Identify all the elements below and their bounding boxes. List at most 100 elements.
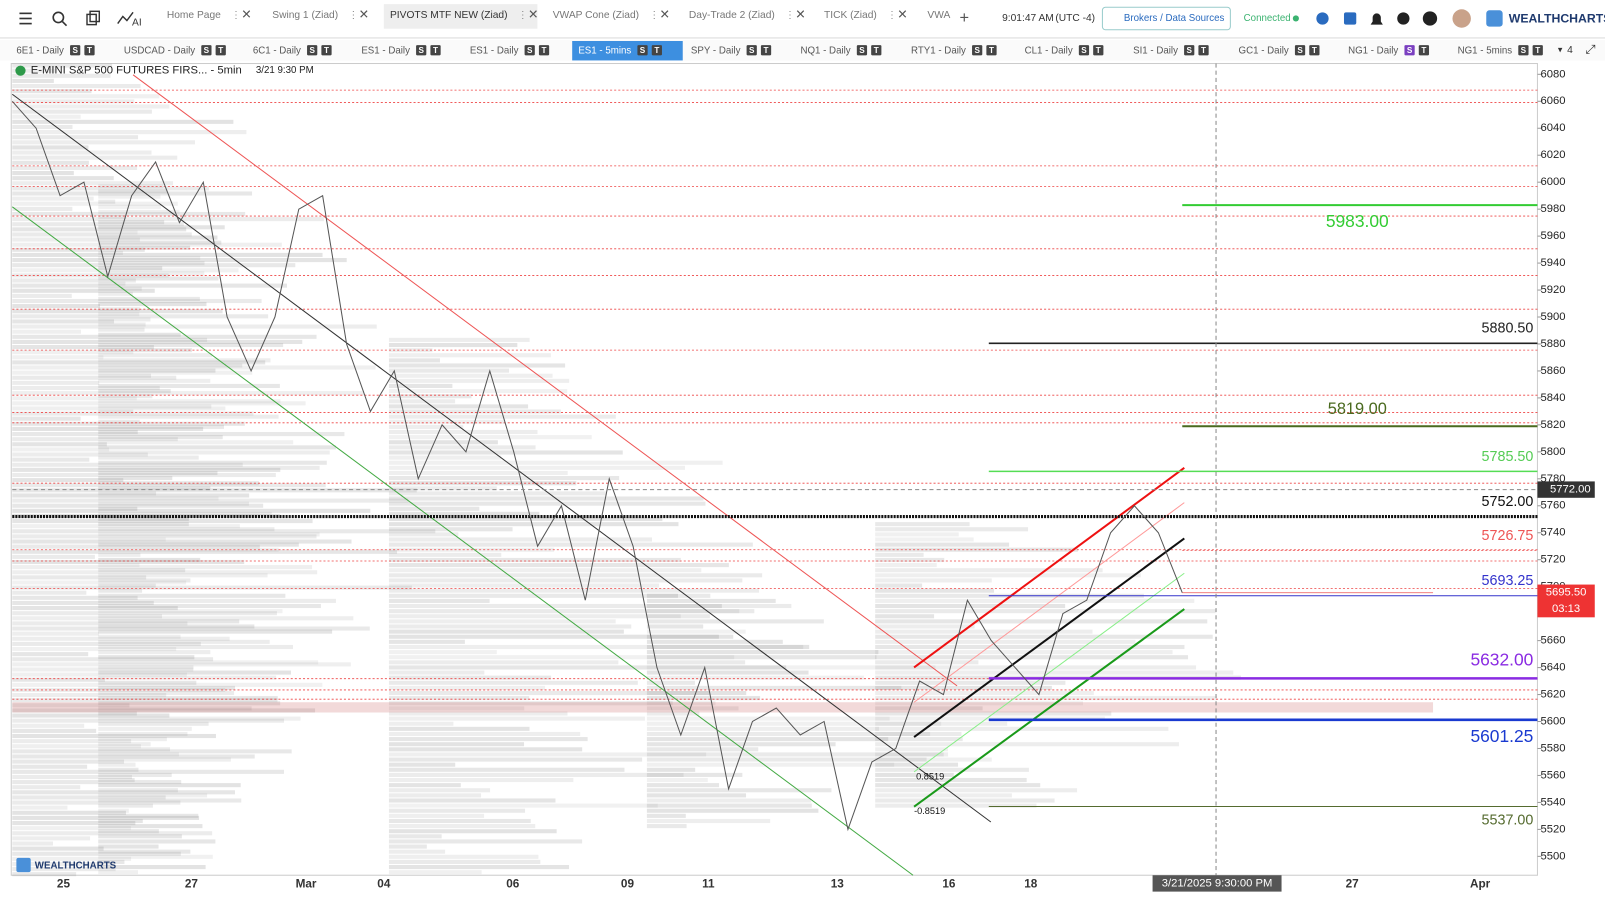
profile-bar (388, 701, 673, 706)
symbol-tab[interactable]: GC1 - Daily (1239, 45, 1289, 56)
tab-close[interactable]: ✕ (241, 8, 251, 22)
tab-menu[interactable]: ⋮ (348, 10, 358, 21)
save-icon[interactable] (1343, 12, 1357, 25)
users-icon[interactable] (1316, 12, 1329, 25)
badge[interactable]: S (1521, 46, 1527, 55)
profile-bar (646, 716, 890, 721)
symbol-tab[interactable]: SPY - Daily (691, 45, 741, 56)
tab[interactable]: Day-Trade 2 (Ziad) (689, 10, 775, 21)
symbol-tab[interactable]: ES1 - 5mins (578, 45, 631, 56)
avatar[interactable] (1452, 9, 1471, 28)
badge[interactable]: T (654, 46, 659, 55)
profile-bar (12, 611, 277, 616)
profile-bar (98, 696, 278, 701)
profile-bar (388, 726, 530, 731)
tab[interactable]: Swing 1 (Ziad) (272, 10, 338, 21)
crosshair-price: 5772.00 (1550, 484, 1591, 496)
symbol-tab[interactable]: USDCAD - Daily (124, 45, 195, 56)
tab[interactable]: TICK (Ziad) (824, 10, 877, 21)
tab[interactable]: VWA (927, 10, 950, 21)
tab-menu[interactable]: ⋮ (785, 10, 795, 21)
tab-close[interactable]: ✕ (359, 8, 369, 22)
badge[interactable]: S (204, 46, 210, 55)
badge[interactable]: T (218, 46, 223, 55)
badge[interactable]: S (749, 46, 755, 55)
profile-bar (388, 450, 623, 455)
badge[interactable]: S (640, 46, 646, 55)
badge[interactable]: T (764, 46, 769, 55)
symbol-tab[interactable]: SI1 - Daily (1133, 45, 1178, 56)
badge[interactable]: T (324, 46, 329, 55)
badge[interactable]: T (989, 46, 994, 55)
profile-bar (98, 542, 299, 547)
more-count[interactable]: 4 (1567, 45, 1573, 56)
badge[interactable]: S (974, 46, 980, 55)
badge[interactable]: T (433, 46, 438, 55)
help-icon[interactable] (1422, 11, 1438, 26)
tab[interactable]: PIVOTS MTF NEW (Ziad) (390, 10, 508, 21)
badge[interactable]: S (309, 46, 315, 55)
badge[interactable]: T (1535, 46, 1540, 55)
badge[interactable]: T (1096, 46, 1101, 55)
badge[interactable]: T (1312, 46, 1317, 55)
brokers-button[interactable] (1101, 6, 1231, 31)
badge[interactable]: T (542, 46, 547, 55)
tab-menu[interactable]: ⋮ (649, 10, 659, 21)
profile-bar (875, 522, 970, 527)
add-tab[interactable]: + (959, 9, 969, 27)
profile-bar (388, 578, 743, 583)
settings-icon[interactable] (1397, 12, 1410, 25)
symbol-tab[interactable]: 6E1 - Daily (16, 45, 64, 56)
tab-close[interactable]: ✕ (795, 8, 805, 22)
profile-bar (12, 78, 54, 83)
tab[interactable]: Home Page (167, 10, 221, 21)
tab-close[interactable]: ✕ (660, 8, 670, 22)
more-arrow[interactable]: ▾ (1558, 45, 1563, 55)
badge[interactable]: S (72, 46, 78, 55)
symbol-tab[interactable]: RTY1 - Daily (911, 45, 966, 56)
badge[interactable]: S (527, 46, 533, 55)
badge[interactable]: T (87, 46, 92, 55)
symbol-tab[interactable]: ES1 - Daily (470, 45, 519, 56)
tab-close[interactable]: ✕ (897, 8, 907, 22)
profile-bar (388, 824, 536, 829)
symbol-tab[interactable]: NQ1 - Daily (800, 45, 850, 56)
badge[interactable]: T (1201, 46, 1206, 55)
timezone: (UTC -4) (1055, 13, 1095, 24)
profile-bar (388, 603, 792, 609)
badge[interactable]: S (1081, 46, 1087, 55)
badge[interactable]: S (1297, 46, 1303, 55)
badge[interactable]: S (1407, 46, 1413, 55)
symbol-tab[interactable]: ES1 - Daily (361, 45, 410, 56)
badge[interactable]: S (418, 46, 424, 55)
profile-bar (12, 549, 398, 554)
symbol-tab[interactable]: 6C1 - Daily (253, 45, 301, 56)
profile-bar (646, 752, 944, 757)
profile-bar (12, 145, 89, 150)
symbol-tab[interactable]: CL1 - Daily (1025, 45, 1073, 56)
profile-bar (12, 355, 104, 360)
menu-icon[interactable] (19, 12, 32, 25)
search-icon[interactable] (52, 11, 68, 27)
profile-bar (388, 516, 663, 522)
tab-close[interactable]: ✕ (528, 8, 538, 22)
badge[interactable]: S (1186, 46, 1192, 55)
tab-menu[interactable]: ⋮ (887, 10, 897, 21)
badge[interactable]: T (874, 46, 879, 55)
symbol-tab[interactable]: NG1 - 5mins (1458, 45, 1513, 56)
layouts-icon[interactable] (86, 10, 101, 26)
profile-bar (98, 271, 205, 276)
symbol-tab[interactable]: NG1 - Daily (1348, 45, 1398, 56)
y-tick-label: 6000 (1541, 176, 1566, 188)
profile-bar (12, 631, 99, 636)
expand-icon[interactable]: ⤢ (1585, 42, 1596, 56)
badge[interactable]: S (859, 46, 865, 55)
bell-icon[interactable] (1370, 13, 1383, 25)
ai-icon[interactable] (117, 11, 134, 25)
tab-menu[interactable]: ⋮ (518, 10, 528, 21)
profile-bar (388, 660, 619, 665)
profile-bar (12, 636, 230, 641)
tab[interactable]: VWAP Cone (Ziad) (553, 10, 639, 21)
badge[interactable]: T (1421, 46, 1426, 55)
tab-menu[interactable]: ⋮ (231, 10, 241, 21)
